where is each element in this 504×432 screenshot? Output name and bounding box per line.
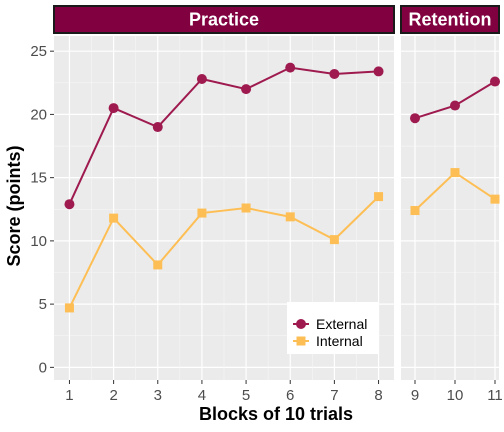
data-point-internal [330, 235, 339, 244]
panels-layer: Practice 1 2 3 4 5 6 7 8 Retention 9 10 11 [54, 6, 503, 404]
data-point-external [374, 66, 384, 76]
x-tick-label: 8 [374, 387, 382, 404]
y-tick-label: 25 [30, 43, 47, 60]
x-tick-label: 2 [109, 387, 117, 404]
data-point-internal [153, 260, 162, 269]
data-point-external [109, 103, 119, 113]
x-tick-label: 1 [65, 387, 73, 404]
y-tick-label: 10 [30, 233, 47, 250]
legend-marker [296, 319, 306, 329]
data-point-internal [286, 212, 295, 221]
x-axis-title: Blocks of 10 trials [199, 404, 353, 424]
x-tick-label: 10 [447, 387, 464, 404]
data-point-internal [374, 192, 383, 201]
data-point-external [285, 63, 295, 73]
x-tick-label: 11 [487, 387, 503, 404]
x-tick-label: 7 [330, 387, 338, 404]
data-point-external [329, 69, 339, 79]
y-tick-label: 20 [30, 106, 47, 123]
y-tick-label: 5 [39, 296, 47, 313]
y-axis: 0 5 10 15 20 25 [30, 43, 54, 376]
x-tick-label: 4 [198, 387, 206, 404]
data-point-internal [65, 303, 74, 312]
data-point-internal [109, 214, 118, 223]
y-tick-label: 15 [30, 170, 47, 187]
panel-retention: Retention 9 10 11 [401, 6, 503, 404]
x-tick-label: 6 [286, 387, 294, 404]
data-point-external [64, 199, 74, 209]
x-tick-label: 9 [411, 387, 419, 404]
legend-marker [297, 337, 306, 346]
data-point-external [410, 113, 420, 123]
data-point-external [153, 122, 163, 132]
x-tick-label: 5 [242, 387, 250, 404]
strip-label-retention: Retention [409, 10, 492, 30]
data-point-external [197, 74, 207, 84]
data-point-internal [491, 195, 500, 204]
x-tick-label: 3 [154, 387, 162, 404]
y-tick-label: 0 [39, 359, 47, 376]
y-axis-title: Score (points) [4, 145, 24, 266]
data-point-internal [242, 204, 251, 213]
data-point-external [450, 101, 460, 111]
legend-label: Internal [316, 333, 363, 349]
data-point-external [490, 77, 500, 87]
data-point-external [241, 84, 251, 94]
data-point-internal [411, 206, 420, 215]
data-point-internal [451, 168, 460, 177]
data-point-internal [197, 209, 206, 218]
strip-label-practice: Practice [189, 10, 259, 30]
legend-label: External [316, 316, 367, 332]
